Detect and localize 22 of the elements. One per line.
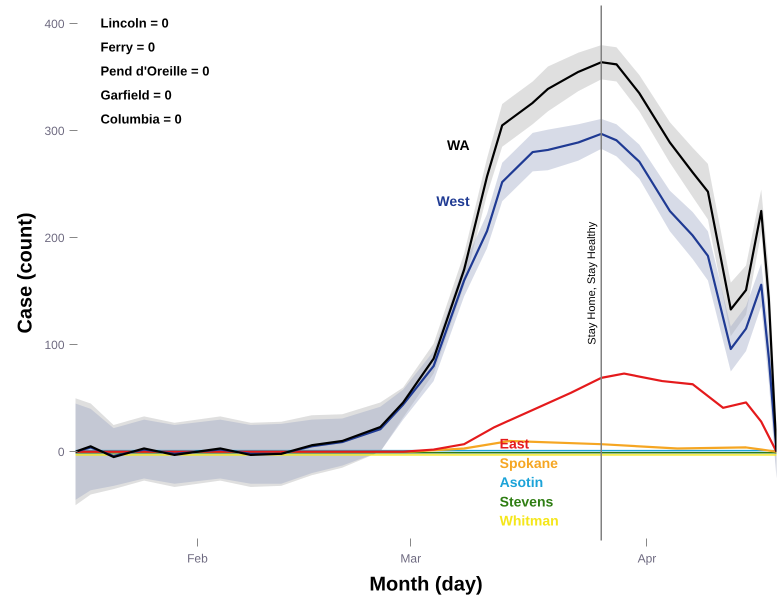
y-axis-title: Case (count) <box>14 212 36 334</box>
annotation: Pend d'Oreille = 0 <box>100 64 210 78</box>
y-tick-label: 0 <box>58 445 65 460</box>
y-tick-label: 100 <box>44 338 65 352</box>
series-label: Spokane <box>500 454 558 471</box>
y-tick-label: 400 <box>44 17 65 32</box>
text: Whitman <box>500 512 559 529</box>
x-tick-label: Mar <box>400 552 422 566</box>
annotation: Ferry = 0 <box>100 40 156 54</box>
series-label: WA <box>447 136 470 153</box>
series-label: West <box>436 193 470 210</box>
series-label: Asotin <box>500 474 544 490</box>
annotation: Garfield = 0 <box>100 88 172 102</box>
y-tick-label: 300 <box>44 124 65 138</box>
text: Stevens <box>500 493 554 510</box>
x-tick-label: Apr <box>638 552 656 566</box>
x-axis-title: Month (day) <box>369 574 483 596</box>
annotation: Lincoln = 0 <box>100 16 169 30</box>
y-tick-label: 200 <box>44 231 65 246</box>
ref-line-label: Stay Home, Stay Healthy <box>586 221 598 345</box>
x-tick-label: Feb <box>187 552 208 566</box>
annotation: Columbia = 0 <box>100 112 182 126</box>
